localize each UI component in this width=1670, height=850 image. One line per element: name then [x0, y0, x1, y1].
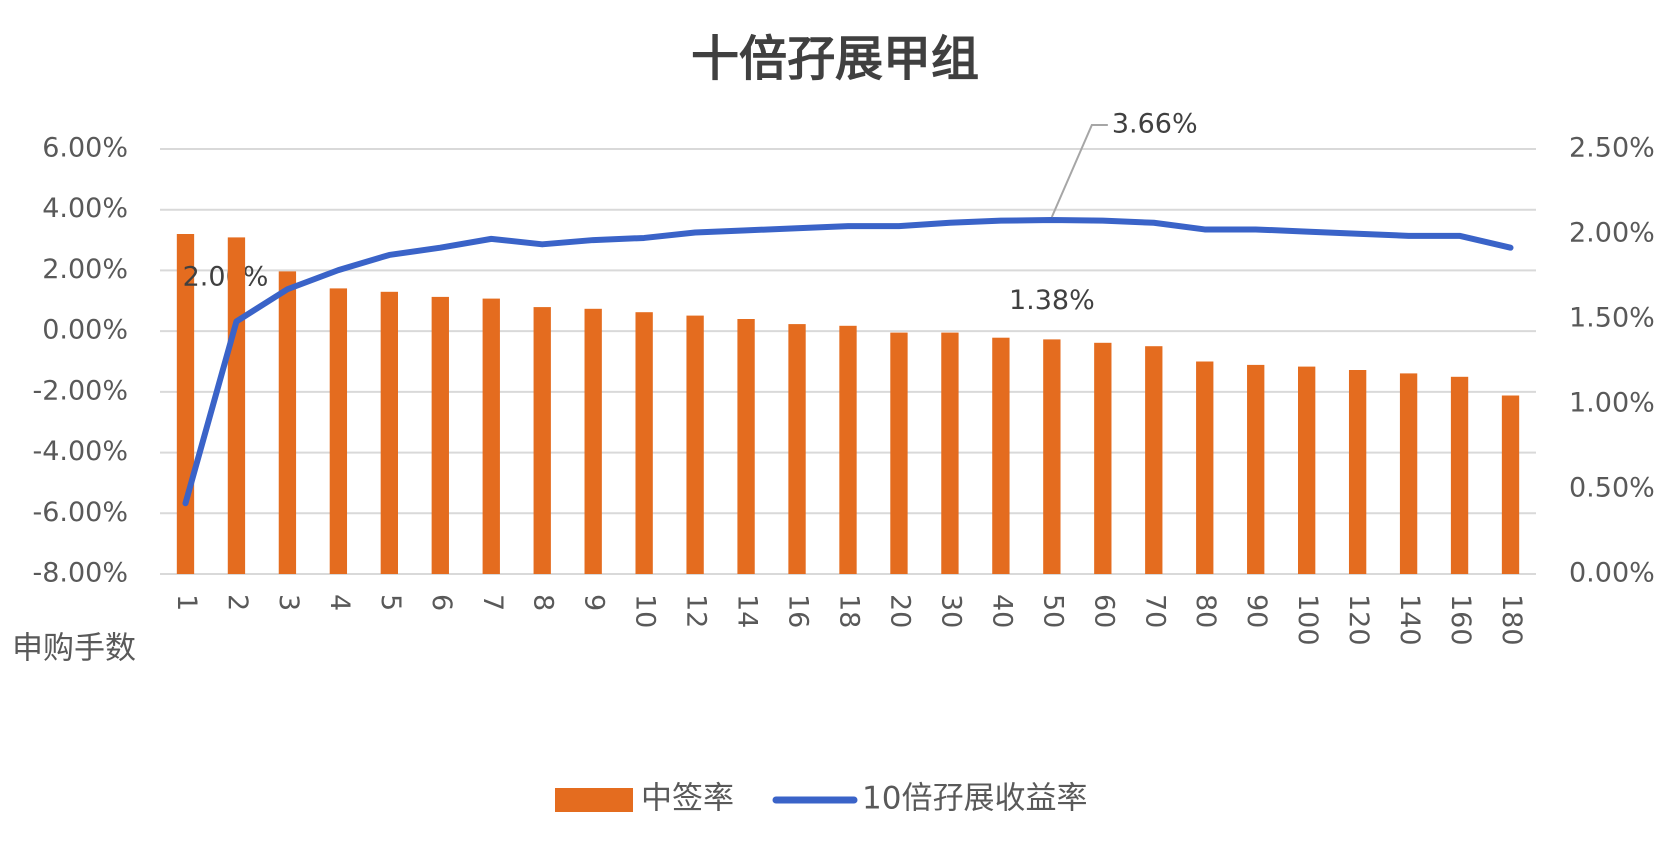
bar — [1450, 376, 1469, 574]
x-tick-label: 90 — [1241, 594, 1272, 628]
x-tick-label: 80 — [1190, 594, 1221, 628]
y-tick-label: -4.00% — [32, 436, 128, 467]
x-tick-label: 1 — [171, 594, 202, 611]
x-tick-label: 70 — [1139, 594, 1170, 628]
bar — [1196, 361, 1214, 574]
bar — [1298, 366, 1316, 574]
y2-tick-label: 1.50% — [1569, 303, 1655, 334]
bar — [1348, 370, 1367, 574]
leader-line — [1050, 124, 1108, 218]
y-tick-label: 6.00% — [42, 133, 128, 164]
bar — [890, 332, 908, 574]
x-tick-label: 20 — [884, 594, 915, 628]
bar — [941, 332, 959, 574]
bar — [1247, 364, 1265, 574]
data-label: 2.00% — [183, 262, 269, 293]
bar — [992, 337, 1010, 574]
bar — [788, 324, 806, 574]
x-tick-label: 18 — [834, 594, 865, 628]
bar — [533, 307, 551, 574]
x-tick-label: 50 — [1037, 594, 1068, 628]
bar — [839, 325, 857, 574]
bar — [635, 312, 653, 574]
line — [182, 217, 1514, 507]
y-tick-label: 2.00% — [42, 254, 128, 285]
x-tick-label: 16 — [783, 594, 814, 628]
legend-label: 中签率 — [641, 781, 734, 817]
x-tick-label: 30 — [935, 594, 966, 628]
x-tick-label: 6 — [426, 594, 457, 611]
x-tick-label: 140 — [1394, 594, 1425, 646]
x-tick-label: 160 — [1445, 594, 1476, 646]
bar — [584, 308, 602, 574]
bar — [1399, 373, 1418, 574]
bar — [1043, 339, 1061, 574]
x-tick-label: 2 — [222, 594, 253, 611]
legend-swatch — [555, 788, 633, 812]
x-axis-title: 申购手数 — [12, 631, 136, 667]
x-tick-label: 180 — [1496, 594, 1527, 646]
y-tick-label: -6.00% — [32, 497, 128, 528]
x-tick-label: 60 — [1088, 594, 1119, 628]
y-tick-label: 0.00% — [42, 315, 128, 346]
bar — [278, 271, 297, 574]
y-tick-label: -8.00% — [32, 558, 128, 589]
x-tick-label: 3 — [273, 594, 304, 611]
bar — [737, 319, 755, 574]
y2-tick-label: 2.50% — [1569, 133, 1655, 164]
bar — [482, 298, 500, 574]
bar — [1501, 395, 1520, 574]
x-tick-label: 8 — [528, 594, 559, 611]
legend-label: 10倍孖展收益率 — [862, 781, 1087, 817]
bar — [1094, 342, 1112, 574]
x-tick-label: 120 — [1343, 594, 1374, 646]
y2-tick-label: 1.00% — [1569, 388, 1655, 419]
bar — [380, 291, 398, 574]
x-tick-label: 12 — [681, 594, 712, 628]
x-tick-label: 14 — [732, 594, 763, 628]
chart-title: 十倍孖展甲组 — [691, 31, 979, 87]
bar — [227, 237, 246, 574]
data-label: 1.38% — [1009, 285, 1095, 316]
x-tick-label: 100 — [1292, 594, 1323, 646]
x-tick-label: 5 — [375, 594, 406, 611]
x-tick-label: 9 — [579, 594, 610, 611]
data-label: 3.66% — [1112, 109, 1198, 140]
y2-tick-label: 0.00% — [1569, 558, 1655, 589]
bar — [686, 315, 704, 574]
y2-tick-label: 2.00% — [1569, 218, 1655, 249]
x-tick-label: 7 — [477, 594, 508, 611]
x-tick-label: 40 — [986, 594, 1017, 628]
bar — [329, 288, 348, 574]
bar — [1145, 346, 1163, 574]
bar — [431, 296, 449, 574]
y-tick-label: 4.00% — [42, 193, 128, 224]
y-tick-label: -2.00% — [32, 375, 128, 406]
x-tick-label: 10 — [630, 594, 661, 628]
y2-tick-label: 0.50% — [1569, 473, 1655, 504]
x-tick-label: 4 — [324, 594, 355, 611]
